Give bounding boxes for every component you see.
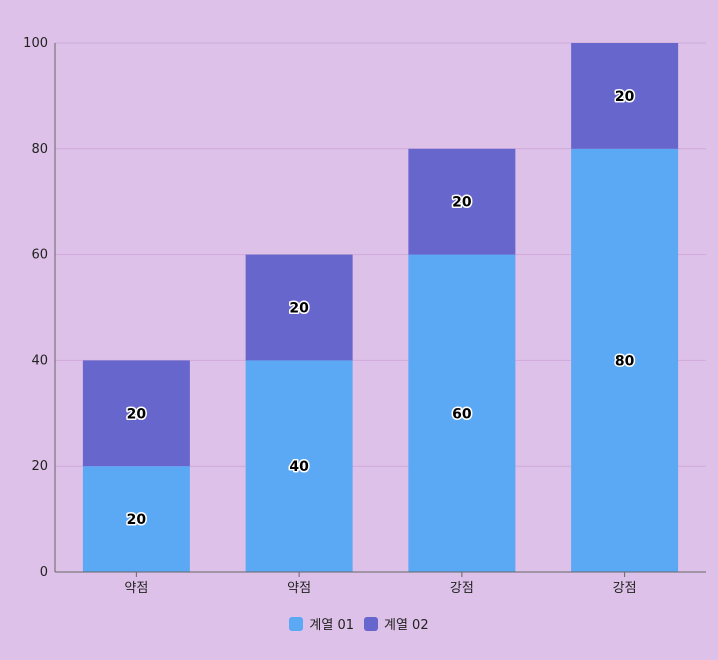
bar-segment-series-2[interactable] [82,360,190,467]
x-tick-label: 강점 [450,581,474,596]
legend-item-series-2[interactable]: 계열 02 [364,614,429,633]
x-tick-label: 약점 [287,581,311,596]
x-tick-label: 약점 [124,581,148,596]
y-tick-label: 40 [31,353,48,368]
x-tick-label: 강점 [613,581,637,596]
bar-segment-series-1[interactable] [82,466,190,572]
bar-segment-series-2[interactable] [245,254,353,361]
data-label: 40 [289,459,309,475]
data-label: 80 [615,353,635,369]
data-label: 20 [127,406,147,422]
legend: 계열 01 계열 02 [0,614,718,633]
bars [82,43,679,573]
bar-segment-series-2[interactable] [571,43,679,149]
bar-segment-series-1[interactable] [408,254,516,572]
bar-segment-series-1[interactable] [571,148,679,573]
legend-item-series-1[interactable]: 계열 01 [289,614,354,633]
data-label: 20 [615,89,635,105]
bar-segment-series-2[interactable] [408,148,516,255]
y-tick-label: 0 [40,565,48,580]
data-label: 60 [452,406,472,422]
y-tick-label: 80 [31,142,48,157]
legend-label-series-2: 계열 02 [384,618,429,633]
axes: 0 20 40 60 80 100 약점 약점 강점 강점 [23,36,706,596]
legend-swatch-series-1 [289,616,304,631]
data-label: 20 [289,301,309,317]
y-tick-label: 20 [31,459,48,474]
data-label: 20 [127,512,147,528]
legend-swatch-series-2 [364,616,378,631]
legend-label-series-1: 계열 01 [309,618,354,633]
bar-segment-series-1[interactable] [245,360,353,572]
y-tick-label: 60 [31,248,48,263]
data-labels: 20 20 40 20 60 20 80 20 [125,87,636,529]
data-label: 20 [452,195,472,211]
y-tick-label: 100 [23,36,48,51]
